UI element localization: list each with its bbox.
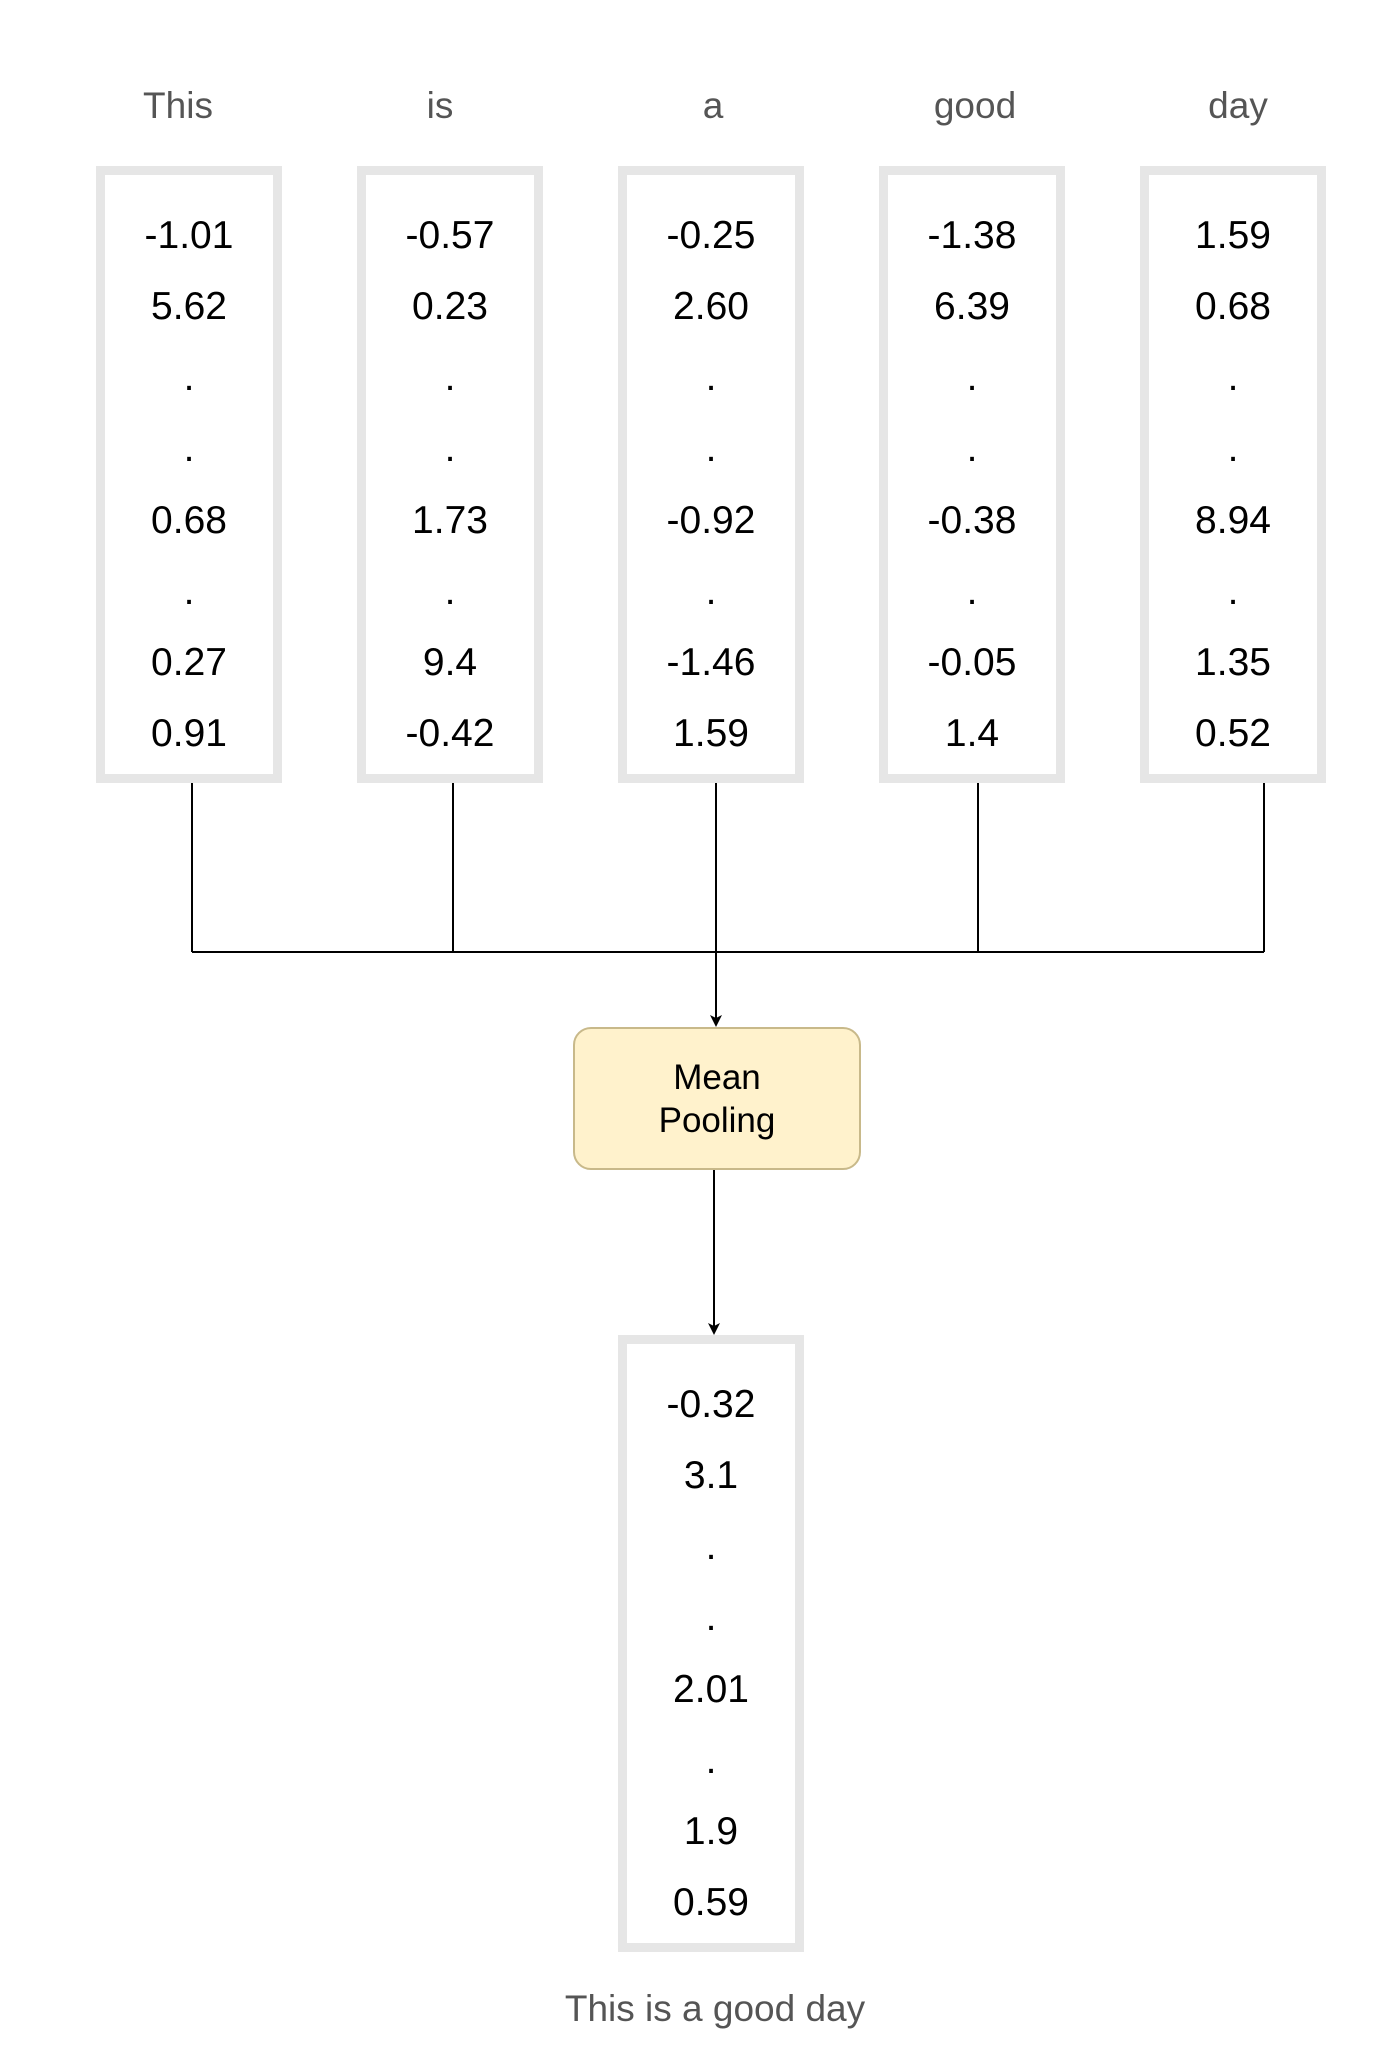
vector-value: -0.57 — [405, 214, 495, 257]
vector-value: -0.92 — [666, 499, 756, 542]
vector-value: -1.38 — [927, 214, 1017, 257]
vector-value: -0.42 — [405, 712, 495, 755]
vector-value: 1.59 — [673, 712, 749, 755]
vector-value: 0.91 — [151, 712, 227, 755]
vector-value: 6.39 — [934, 285, 1010, 328]
vector-value: 2.60 — [673, 285, 749, 328]
vector-ellipsis-dot: . — [1227, 427, 1239, 470]
vector-ellipsis-dot: . — [705, 427, 717, 470]
vector-ellipsis-dot: . — [444, 570, 456, 613]
vector-ellipsis-dot: . — [1227, 356, 1239, 399]
vector-value: 0.27 — [151, 641, 227, 684]
vector-value: 1.59 — [1195, 214, 1271, 257]
vector-value: -0.32 — [666, 1383, 756, 1426]
vector-value: 1.35 — [1195, 641, 1271, 684]
token-vector-is: -0.57 0.23 . . 1.73 . 9.4 -0.42 — [357, 166, 543, 783]
vector-ellipsis-dot: . — [183, 356, 195, 399]
token-vector-day: 1.59 0.68 . . 8.94 . 1.35 0.52 — [1140, 166, 1326, 783]
sentence-vector: -0.32 3.1 . . 2.01 . 1.9 0.59 — [618, 1335, 804, 1952]
vector-value: 1.9 — [683, 1810, 739, 1853]
vector-value: 1.73 — [412, 499, 488, 542]
vector-ellipsis-dot: . — [705, 356, 717, 399]
token-label-day: day — [1208, 85, 1268, 126]
token-vector-this: -1.01 5.62 . . 0.68 . 0.27 0.91 — [96, 166, 282, 783]
vector-value: -0.25 — [666, 214, 756, 257]
token-label-this: This — [143, 85, 213, 126]
pooling-label-line2: Pooling — [658, 1100, 776, 1140]
vector-value: -1.46 — [666, 641, 756, 684]
token-label-good: good — [933, 85, 1017, 126]
pooling-label-line1: Mean — [673, 1057, 761, 1097]
vector-value: -0.05 — [927, 641, 1017, 684]
vector-value: 8.94 — [1195, 499, 1271, 542]
vector-ellipsis-dot: . — [966, 356, 978, 399]
vector-value: 2.01 — [673, 1668, 749, 1711]
vector-ellipsis-dot: . — [1227, 570, 1239, 613]
vector-value: -0.38 — [927, 499, 1017, 542]
mean-pooling-node: Mean Pooling — [573, 1027, 861, 1170]
token-vector-good: -1.38 6.39 . . -0.38 . -0.05 1.4 — [879, 166, 1065, 783]
vector-value: 1.4 — [944, 712, 1000, 755]
vector-value: 0.68 — [1195, 285, 1271, 328]
vector-ellipsis-dot: . — [705, 570, 717, 613]
token-label-is: is — [426, 85, 454, 126]
vector-value: 5.62 — [151, 285, 227, 328]
vector-ellipsis-dot: . — [444, 427, 456, 470]
vector-value: 0.23 — [412, 285, 488, 328]
vector-value: 0.59 — [673, 1881, 749, 1924]
vector-ellipsis-dot: . — [444, 356, 456, 399]
vector-ellipsis-dot: . — [183, 570, 195, 613]
token-label-a: a — [702, 85, 724, 126]
vector-ellipsis-dot: . — [705, 1596, 717, 1639]
vector-value: 0.68 — [151, 499, 227, 542]
vector-value: 0.52 — [1195, 712, 1271, 755]
vector-ellipsis-dot: . — [705, 1739, 717, 1782]
vector-ellipsis-dot: . — [705, 1525, 717, 1568]
token-vector-a: -0.25 2.60 . . -0.92 . -1.46 1.59 — [618, 166, 804, 783]
vector-ellipsis-dot: . — [966, 427, 978, 470]
vector-value: 9.4 — [422, 641, 478, 684]
vector-ellipsis-dot: . — [966, 570, 978, 613]
vector-value: 3.1 — [683, 1454, 739, 1497]
vector-ellipsis-dot: . — [183, 427, 195, 470]
sentence-caption: This is a good day — [564, 1988, 866, 2029]
vector-value: -1.01 — [144, 214, 234, 257]
